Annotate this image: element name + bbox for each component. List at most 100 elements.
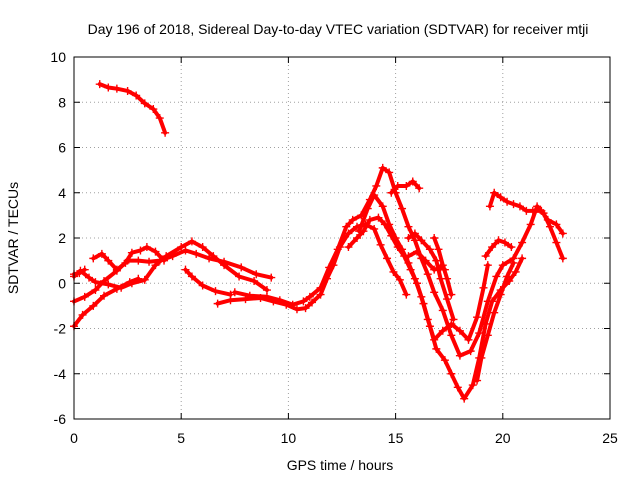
y-tick-label: 8: [58, 94, 66, 110]
data-point: [453, 383, 462, 392]
data-point: [307, 298, 316, 307]
data-point: [430, 335, 439, 344]
series-line: [487, 190, 565, 236]
data-point: [91, 278, 100, 287]
data-point: [503, 272, 512, 281]
data-point: [292, 305, 301, 314]
data-point: [235, 272, 244, 281]
series-track-15: [473, 258, 518, 385]
data-point: [552, 238, 561, 247]
data-point: [455, 351, 464, 360]
data-point: [404, 222, 413, 231]
series-track-17: [481, 236, 516, 261]
data-point: [112, 265, 121, 274]
data-point: [136, 246, 145, 255]
data-point: [449, 315, 458, 324]
data-point: [262, 286, 271, 295]
data-point: [181, 265, 190, 274]
data-point: [404, 258, 413, 267]
data-point: [496, 193, 505, 202]
data-point: [528, 206, 537, 215]
data-point: [483, 261, 492, 270]
data-point: [421, 256, 430, 265]
data-point: [145, 257, 154, 266]
data-point: [423, 270, 432, 279]
y-tick-label: 6: [58, 140, 66, 156]
series-track-16: [485, 188, 567, 238]
data-point: [230, 288, 239, 297]
data-point: [80, 265, 89, 274]
data-point: [363, 204, 372, 213]
y-axis-label: SDTVAR / TECUs: [5, 182, 21, 294]
series-track-14: [430, 234, 456, 299]
data-point: [151, 247, 160, 256]
data-point: [355, 227, 364, 236]
data-point: [432, 344, 441, 353]
data-point: [112, 84, 121, 93]
x-tick-label: 10: [281, 430, 297, 446]
data-point: [132, 91, 141, 100]
series-track-1: [95, 80, 170, 137]
data-point: [398, 245, 407, 254]
data-point: [325, 263, 334, 272]
data-point: [417, 292, 426, 301]
data-point: [488, 243, 497, 252]
data-point: [316, 283, 325, 292]
chart-title: Day 196 of 2018, Sidereal Day-to-day VTE…: [88, 21, 589, 37]
data-point: [104, 83, 113, 92]
data-point: [402, 181, 411, 190]
data-point: [140, 99, 149, 108]
data-point: [391, 234, 400, 242]
y-tick-label: -6: [54, 411, 67, 427]
y-tick-label: 0: [58, 275, 66, 291]
data-point: [526, 220, 535, 229]
series-line: [389, 179, 422, 195]
data-point: [177, 243, 186, 252]
data-point: [125, 278, 134, 287]
data-point: [438, 261, 447, 270]
data-point: [80, 292, 89, 301]
data-point: [460, 394, 469, 403]
data-point: [91, 286, 100, 295]
data-point: [490, 188, 499, 197]
data-point: [537, 206, 546, 215]
data-point: [507, 243, 516, 252]
data-point: [443, 274, 452, 283]
data-point: [299, 297, 308, 306]
data-point: [237, 263, 246, 272]
data-point: [127, 248, 136, 257]
data-point: [496, 290, 505, 299]
data-point: [252, 270, 261, 279]
data-point: [387, 188, 396, 197]
data-point: [410, 229, 419, 238]
x-tick-label: 5: [177, 430, 185, 446]
data-point: [398, 204, 407, 213]
data-point: [404, 234, 413, 242]
data-point: [511, 267, 520, 276]
data-point: [432, 256, 441, 265]
data-point: [393, 181, 402, 190]
data-point: [250, 276, 259, 285]
data-point: [430, 234, 439, 242]
y-tick-label: -2: [54, 321, 67, 337]
data-point: [443, 295, 452, 304]
data-point: [316, 290, 325, 299]
data-point: [168, 252, 177, 261]
data-point: [104, 280, 113, 289]
data-point: [149, 105, 158, 114]
data-point: [383, 254, 392, 263]
data-point: [198, 281, 207, 290]
data-point: [490, 308, 499, 317]
data-point: [85, 273, 94, 282]
data-point: [438, 326, 447, 335]
data-point: [425, 245, 434, 254]
x-tick-label: 15: [388, 430, 404, 446]
data-point: [395, 275, 404, 284]
data-point: [89, 254, 98, 263]
data-point: [415, 184, 424, 193]
data-point: [410, 274, 419, 283]
data-point: [498, 261, 507, 270]
data-point: [430, 265, 439, 274]
data-point: [378, 202, 387, 211]
